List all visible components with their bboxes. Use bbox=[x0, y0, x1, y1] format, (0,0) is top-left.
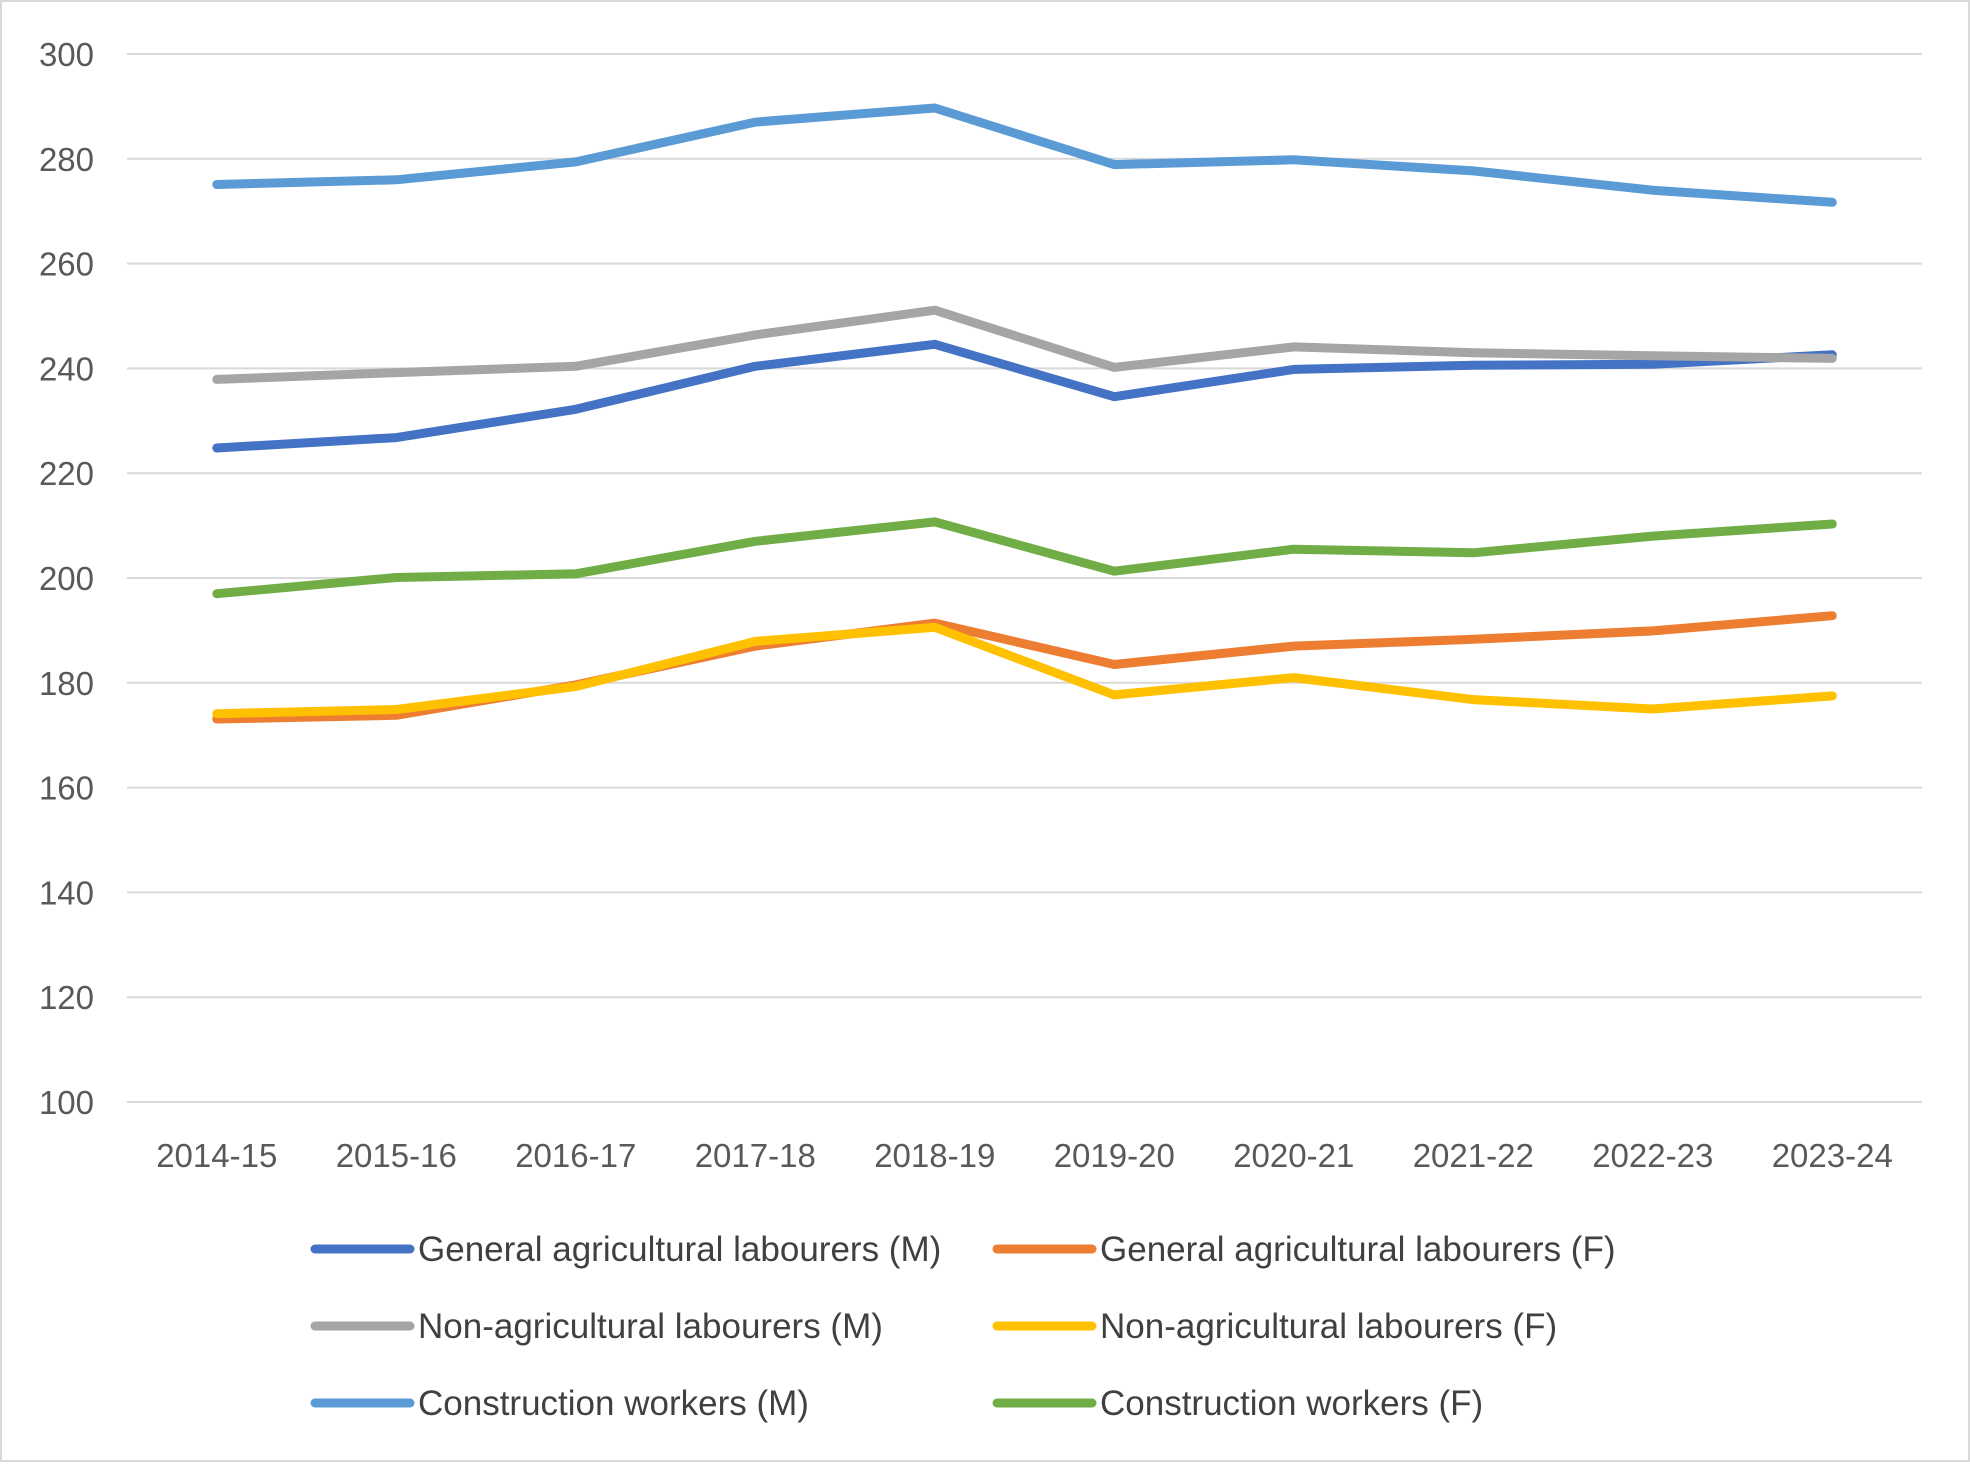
series-line-4 bbox=[212, 622, 1837, 719]
x-tick-label: 2016-17 bbox=[515, 1137, 636, 1174]
x-tick-label: 2017-18 bbox=[695, 1137, 816, 1174]
series-line-3 bbox=[212, 305, 1837, 384]
legend-item-5: Construction workers (M) bbox=[310, 1384, 809, 1423]
legend-label: Construction workers (F) bbox=[1100, 1384, 1483, 1423]
y-tick-label: 300 bbox=[39, 36, 94, 73]
series-lines bbox=[212, 103, 1837, 724]
legend-item-1: General agricultural labourers (M) bbox=[310, 1230, 941, 1269]
x-tick-label: 2021-22 bbox=[1413, 1137, 1534, 1174]
legend-item-2: General agricultural labourers (F) bbox=[992, 1230, 1615, 1269]
y-tick-label: 140 bbox=[39, 874, 94, 911]
legend-label: General agricultural labourers (F) bbox=[1100, 1230, 1615, 1269]
x-axis-tick-labels: 2014-15 2015-16 2016-17 2017-18 2018-19 2019-… bbox=[156, 1137, 1893, 1174]
y-tick-label: 280 bbox=[39, 141, 94, 178]
x-tick-label: 2022-23 bbox=[1592, 1137, 1713, 1174]
legend-label: Non-agricultural labourers (M) bbox=[418, 1307, 883, 1346]
y-tick-label: 220 bbox=[39, 455, 94, 492]
y-axis-tick-labels: 100 120 140 160 180 200 220 240 260 280 300 bbox=[39, 36, 94, 1121]
legend-item-6: Construction workers (F) bbox=[992, 1384, 1483, 1423]
series-line-1 bbox=[212, 339, 1837, 453]
legend: General agricultural labourers (M) Genera… bbox=[310, 1230, 1615, 1423]
x-tick-label: 2019-20 bbox=[1054, 1137, 1175, 1174]
y-tick-label: 200 bbox=[39, 560, 94, 597]
y-tick-label: 240 bbox=[39, 350, 94, 387]
legend-item-3: Non-agricultural labourers (M) bbox=[310, 1307, 883, 1346]
legend-label: General agricultural labourers (M) bbox=[418, 1230, 941, 1269]
series-line-6 bbox=[212, 517, 1837, 599]
legend-item-4: Non-agricultural labourers (F) bbox=[992, 1307, 1557, 1346]
x-tick-label: 2023-24 bbox=[1772, 1137, 1893, 1174]
y-tick-label: 100 bbox=[39, 1084, 94, 1121]
series-line-5 bbox=[212, 103, 1837, 207]
x-tick-label: 2020-21 bbox=[1233, 1137, 1354, 1174]
y-tick-label: 260 bbox=[39, 246, 94, 283]
y-tick-label: 120 bbox=[39, 979, 94, 1016]
y-tick-label: 160 bbox=[39, 770, 94, 807]
x-tick-label: 2015-16 bbox=[336, 1137, 457, 1174]
legend-label: Construction workers (M) bbox=[418, 1384, 809, 1423]
y-tick-label: 180 bbox=[39, 665, 94, 702]
x-tick-label: 2014-15 bbox=[156, 1137, 277, 1174]
x-tick-label: 2018-19 bbox=[874, 1137, 995, 1174]
legend-label: Non-agricultural labourers (F) bbox=[1100, 1307, 1557, 1346]
